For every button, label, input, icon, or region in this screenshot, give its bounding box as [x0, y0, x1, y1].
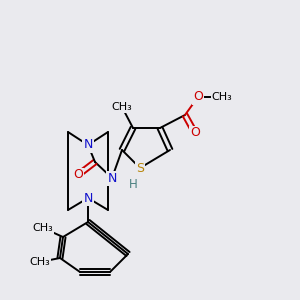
Text: CH₃: CH₃ — [33, 223, 53, 233]
Text: CH₃: CH₃ — [30, 257, 50, 267]
Text: N: N — [107, 172, 117, 184]
Text: CH₃: CH₃ — [212, 92, 233, 102]
Text: N: N — [83, 139, 93, 152]
Text: H: H — [129, 178, 137, 190]
Text: CH₃: CH₃ — [112, 102, 132, 112]
Text: O: O — [73, 169, 83, 182]
Text: N: N — [83, 191, 93, 205]
Text: S: S — [136, 161, 144, 175]
Text: O: O — [190, 127, 200, 140]
Text: O: O — [193, 91, 203, 103]
